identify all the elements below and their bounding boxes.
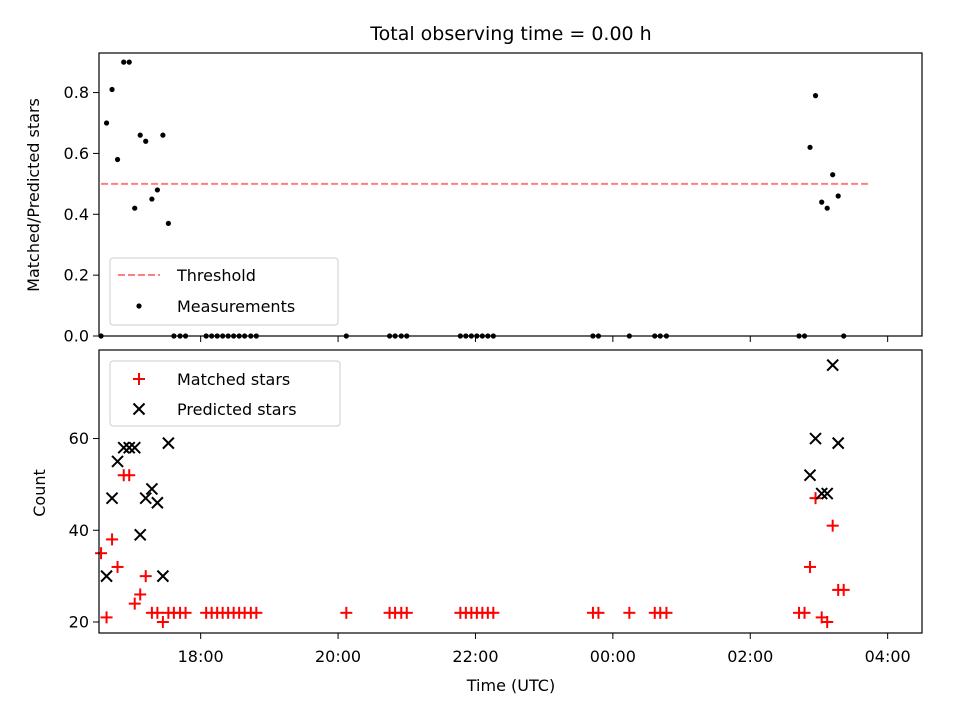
- matched-point-1: [100, 611, 113, 624]
- measurement-point-51: [835, 193, 841, 199]
- count-plot-frame: [98, 349, 923, 634]
- ratio-legend-box: [109, 257, 339, 326]
- x-tick-label-4: 02:00: [727, 647, 773, 666]
- measurement-point-47: [812, 93, 819, 99]
- measurement-point-48: [819, 199, 825, 205]
- matched-point-30: [400, 606, 413, 619]
- count-ytick-label-1: 40: [69, 521, 89, 540]
- x-tick-label-5: 04:00: [865, 647, 911, 666]
- predicted-point-13: [809, 432, 822, 445]
- measurement-point-6: [132, 205, 138, 211]
- legend-matched-marker: [133, 373, 145, 385]
- predicted-point-5: [128, 441, 141, 454]
- matched-point-40: [623, 606, 636, 619]
- matched-point-37: [487, 606, 500, 619]
- predicted-point-8: [145, 482, 159, 496]
- predicted-point-1: [105, 491, 119, 505]
- predicted-point-3: [117, 441, 130, 454]
- count-y-axis-label: Count: [30, 469, 49, 517]
- matched-point-46: [804, 560, 817, 573]
- measurement-point-8: [143, 138, 149, 144]
- matched-point-39: [592, 606, 605, 619]
- predicted-point-0: [100, 569, 113, 583]
- matched-point-15: [179, 606, 192, 619]
- ratio-y-axis-label: Matched/Predicted stars: [24, 98, 43, 292]
- predicted-point-11: [162, 436, 175, 450]
- legend-measurements-label: Measurements: [177, 297, 295, 316]
- matched-point-3: [111, 560, 124, 573]
- matched-point-45: [798, 606, 811, 619]
- predicted-point-9: [151, 496, 164, 509]
- measurement-point-10: [154, 187, 160, 193]
- measurement-point-50: [830, 172, 836, 178]
- matched-point-43: [660, 606, 673, 619]
- ratio-ytick-label-4: 0.8: [64, 83, 89, 102]
- measurement-point-49: [824, 205, 830, 211]
- matched-point-5: [123, 469, 136, 482]
- measurement-point-9: [149, 196, 155, 202]
- measurement-point-1: [103, 120, 110, 126]
- matched-point-26: [340, 606, 353, 619]
- ratio-ytick-label-1: 0.2: [64, 266, 89, 285]
- matched-point-10: [151, 606, 164, 619]
- count-legend: Matched stars Predicted stars: [109, 360, 341, 427]
- measurement-point-12: [165, 220, 171, 227]
- matched-point-49: [821, 615, 834, 628]
- measurement-point-46: [807, 144, 813, 150]
- measurement-point-2: [109, 86, 115, 93]
- predicted-point-6: [134, 528, 147, 542]
- predicted-point-17: [831, 436, 845, 450]
- predicted-point-4: [123, 441, 136, 454]
- matched-point-52: [837, 583, 850, 596]
- measurement-point-11: [160, 132, 166, 138]
- count-legend-box: [109, 360, 341, 427]
- count-ytick-label-2: 60: [69, 429, 89, 448]
- matched-point-11: [156, 615, 169, 628]
- ratio-ytick-label-3: 0.6: [64, 144, 89, 163]
- count-panel: 20 40 60 18:00 20:00 22:00 00:00 02:00 04:00 Co…: [30, 349, 923, 695]
- measurement-point-5: [126, 59, 132, 65]
- chart-title: Total observing time = 0.00 h: [369, 23, 651, 45]
- predicted-point-12: [803, 469, 817, 482]
- ratio-panel: 0.00.20.40.60.8 Matched/Predicted stars …: [24, 52, 923, 346]
- matched-point-6: [128, 597, 141, 610]
- ratio-plot-frame: [98, 52, 923, 337]
- predicted-point-14: [815, 487, 828, 500]
- predicted-point-16: [826, 358, 839, 372]
- matched-point-25: [250, 606, 263, 619]
- measurement-point-7: [137, 132, 143, 138]
- x-tick-label-0: 18:00: [178, 647, 224, 666]
- ratio-legend: Threshold Measurements: [109, 257, 339, 326]
- predicted-point-7: [139, 491, 152, 505]
- predicted-point-2: [111, 455, 124, 468]
- legend-predicted-label: Predicted stars: [177, 400, 297, 419]
- ratio-ytick-label-0: 0.0: [64, 327, 89, 346]
- matched-point-47: [809, 492, 822, 505]
- matched-point-50: [826, 519, 839, 532]
- matched-point-8: [139, 570, 152, 583]
- legend-threshold-label: Threshold: [176, 266, 256, 285]
- predicted-point-10: [156, 569, 170, 583]
- matched-point-0: [95, 547, 108, 560]
- ratio-ytick-label-2: 0.4: [64, 205, 89, 224]
- count-ytick-label-0: 20: [69, 612, 89, 631]
- matched-point-2: [106, 533, 119, 546]
- predicted-point-15: [820, 487, 834, 500]
- measurement-point-3: [114, 156, 121, 163]
- measurement-point-4: [121, 59, 127, 65]
- x-tick-label-2: 22:00: [452, 647, 498, 666]
- x-tick-label-1: 20:00: [315, 647, 361, 666]
- x-tick-label-3: 00:00: [590, 647, 636, 666]
- legend-matched-label: Matched stars: [177, 370, 290, 389]
- x-axis-label: Time (UTC): [466, 676, 555, 695]
- legend-measurements-marker: [136, 303, 142, 309]
- matched-point-7: [134, 588, 147, 601]
- legend-predicted-marker: [132, 402, 146, 416]
